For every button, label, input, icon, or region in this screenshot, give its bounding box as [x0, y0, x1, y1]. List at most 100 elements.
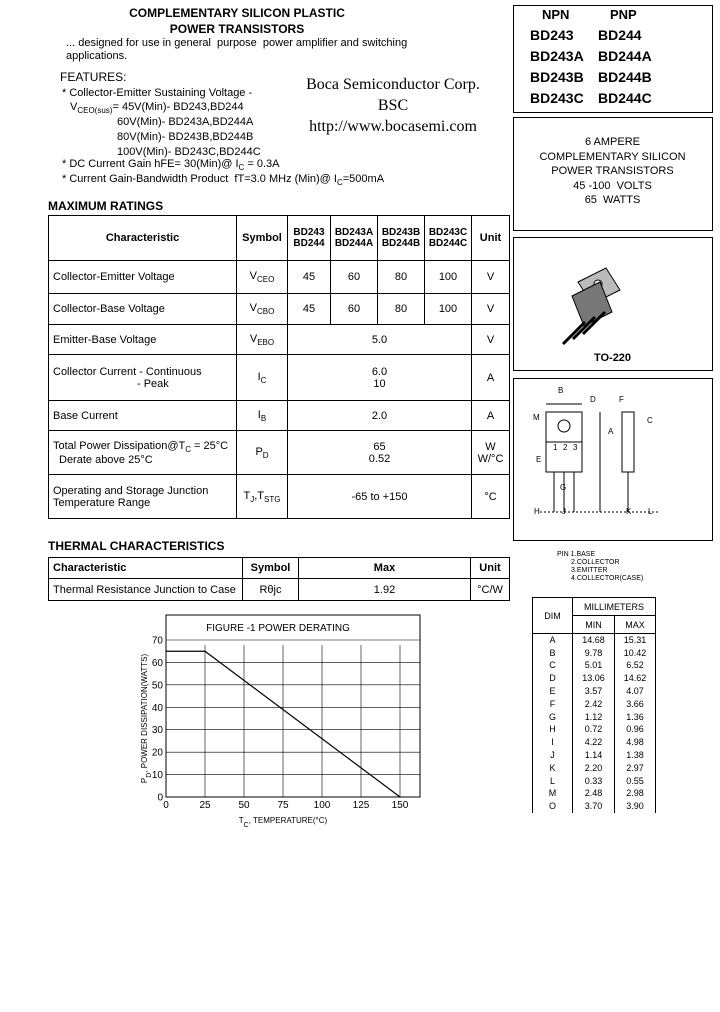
cell-line: 60 — [335, 303, 373, 315]
rating-row: Base Current IB 2.0 A — [48, 400, 510, 431]
description-line: ... designed for use in general purpose … — [66, 37, 407, 50]
text: POWER TRANSISTORS — [169, 22, 305, 36]
text: 60 — [347, 271, 361, 283]
feature-line: * DC Current Gain hFE= 30(Min)@ IC = 0.3… — [62, 158, 279, 172]
cell-line: 65 — [292, 441, 467, 453]
dimension-cell: F — [532, 697, 573, 711]
header-line: BD244C — [426, 238, 471, 249]
part-header: NPN — [542, 7, 570, 22]
y-tick-label: 50 — [152, 680, 164, 691]
dimension-cell: H — [532, 723, 573, 736]
feature-line: 80V(Min)- BD243B,BD244B — [117, 131, 253, 143]
pins: PIN 1.BASE 2.COLLECTOR 3.EMITTER 4.COLLECTO… — [557, 551, 643, 583]
text: 2.0 — [371, 409, 388, 422]
text: =500mA — [342, 173, 385, 185]
text: , POWER DISSIPATION(WATTS) — [140, 654, 149, 773]
header-line: Symbol — [241, 232, 283, 244]
text: 80 — [394, 303, 408, 315]
text: BD244C — [428, 238, 468, 249]
text: W/°C — [477, 452, 504, 465]
rating-row: Collector-Base Voltage VCBO 45 60 80 100 V — [48, 293, 510, 325]
dimension-cell: 1.12 — [572, 710, 615, 724]
pin-line: 2.COLLECTOR — [571, 559, 620, 566]
subscript: C — [238, 163, 245, 172]
unit-cell: W W/°C — [471, 430, 510, 475]
dimension-row: I 4.22 4.98 — [532, 735, 657, 749]
header-cell: MILLIMETERS — [571, 597, 657, 616]
text: Total Power Dissipation@T — [53, 439, 186, 452]
outline-label: C — [647, 416, 653, 425]
cell-line: 6.0 — [292, 366, 467, 378]
company: Boca Semiconductor Corp. BSC http://www.bo… — [283, 74, 503, 137]
outline-label: E — [536, 455, 541, 464]
dimension-cell: 3.57 — [572, 684, 615, 698]
text: 80 — [394, 271, 408, 283]
characteristic-cell: Emitter-Base Voltage — [48, 324, 237, 355]
outline-label: K — [626, 507, 632, 516]
header-cell: Unit — [470, 557, 510, 579]
lead — [571, 315, 597, 341]
dimensions-table: DIM MILLIMETERS MIN MAX A 14.68 15.31 B 9.78 10.4… — [532, 597, 657, 813]
dimension-cell: 3.70 — [572, 799, 615, 813]
value-cell: 60 — [330, 293, 378, 325]
rating-row: Total Power Dissipation@TC = 25°C Derate … — [48, 430, 510, 475]
dimension-row: M 2.48 2.98 — [532, 787, 657, 800]
y-tick-label: 30 — [152, 725, 164, 736]
header-line: BD243A — [332, 227, 377, 238]
dimension-cell: 13.06 — [572, 671, 615, 685]
header-cell: BD243B BD244B — [377, 215, 425, 261]
text: Collector Current - Continuous — [53, 365, 202, 378]
text: 45 — [302, 303, 316, 315]
symbol-cell: IB — [236, 400, 288, 431]
unit-cell: V — [471, 260, 510, 294]
symbol-cell: VCBO — [236, 293, 288, 325]
dimension-cell: 0.33 — [572, 774, 615, 788]
text: V — [249, 270, 257, 282]
outline-label: 2 — [563, 443, 568, 452]
dimension-cell: O — [532, 799, 573, 813]
dimension-row: J 1.14 1.38 — [532, 748, 657, 762]
cell-line: 2.0 — [292, 410, 467, 422]
subscript: J — [250, 494, 255, 504]
rating-row: Emitter-Base Voltage VEBO 5.0 V — [48, 324, 510, 355]
subscript: CEO — [257, 275, 275, 284]
y-tick-label: 0 — [157, 793, 163, 804]
summary-line: 6 AMPERE — [584, 136, 641, 148]
header-row: Characteristic Symbol Max Unit — [48, 557, 510, 579]
text: Characteristic — [105, 232, 180, 244]
header-line: BD243 — [289, 227, 330, 238]
text: 45 — [302, 271, 316, 283]
dimension-cell: I — [532, 735, 573, 749]
dimension-cell: 1.38 — [613, 748, 657, 762]
title-line: POWER TRANSISTORS — [100, 21, 374, 37]
lead — [581, 310, 607, 336]
header-row: MIN MAX — [533, 615, 657, 634]
cell-line: PD — [241, 446, 283, 460]
characteristic-cell: Collector Current - Continuous - Peak — [48, 354, 237, 401]
header-cell: BD243C BD244C — [424, 215, 472, 261]
header-cell: MAX — [613, 615, 657, 634]
outline-label: M — [533, 413, 540, 422]
value-cell: 60 — [330, 260, 378, 294]
summary-box — [513, 117, 713, 231]
max-ratings-table: Characteristic Symbol BD243 BD244 BD243A BD24… — [48, 215, 510, 519]
subscript: C — [185, 444, 191, 454]
x-tick-label: 100 — [314, 800, 331, 811]
thermal-cell: °C/W — [470, 578, 510, 601]
header-cell: MIN — [572, 615, 615, 634]
header-cell: Symbol — [236, 215, 288, 261]
outline-label: G — [560, 483, 566, 492]
text: V — [486, 333, 495, 346]
text: V — [70, 101, 78, 113]
value-cell: -65 to +150 — [287, 474, 472, 519]
subscript: C — [260, 375, 267, 385]
value-cell: 45 — [287, 293, 331, 325]
company-name: Boca Semiconductor Corp. — [306, 76, 480, 93]
cell-line: IB — [241, 409, 283, 423]
subscript: CBO — [257, 307, 275, 316]
dimension-cell: 2.98 — [613, 787, 657, 800]
dimension-cell: 4.22 — [572, 735, 615, 749]
dimension-cell: M — [532, 787, 573, 800]
text: BD244A — [334, 238, 374, 249]
dimension-cell: 6.52 — [613, 659, 657, 672]
